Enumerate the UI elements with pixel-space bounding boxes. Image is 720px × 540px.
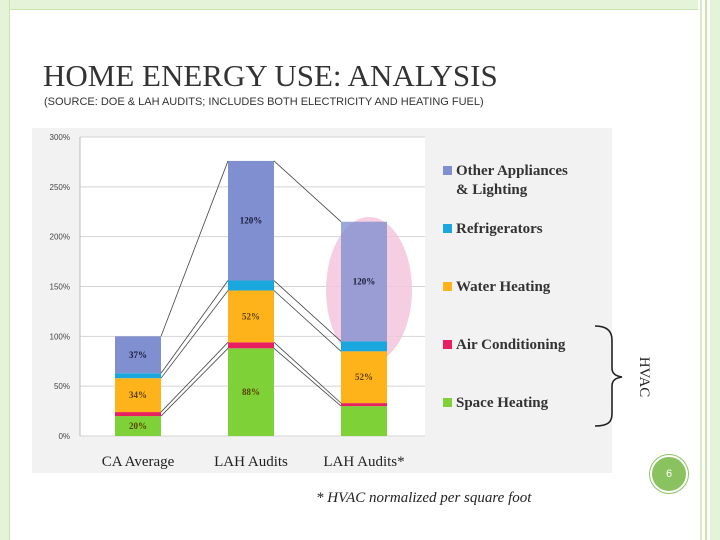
series-connector <box>273 280 342 342</box>
series-connector <box>273 290 342 352</box>
legend-label: Air Conditioning <box>456 337 566 353</box>
y-tick-label: 100% <box>50 332 70 341</box>
slide-title: HOME ENERGY USE: ANALYSIS <box>43 58 498 93</box>
bar-segment <box>228 290 274 343</box>
data-label: 120% <box>353 277 376 287</box>
series-connector <box>273 160 342 223</box>
data-label: 34% <box>129 390 147 400</box>
x-tick-label: LAH Audits* <box>323 454 404 470</box>
legend-label: Refrigerators <box>456 221 543 237</box>
data-label: 37% <box>129 350 147 360</box>
bar-segment <box>115 336 161 374</box>
bar-segment <box>115 416 161 436</box>
bar-segment <box>228 280 274 291</box>
bar-segment <box>228 348 274 436</box>
bar-segment <box>341 403 387 407</box>
data-label: 52% <box>355 372 373 382</box>
hvac-bracket <box>594 325 623 427</box>
page-number-badge: 6 <box>650 455 688 493</box>
series-connector <box>273 342 342 404</box>
legend-swatch <box>443 224 452 233</box>
bar-segment <box>341 221 387 342</box>
legend-label: Water Heating <box>456 279 551 295</box>
slide-frame-left <box>0 0 10 540</box>
slide-subtitle: (SOURCE: DOE & LAH AUDITS; INCLUDES BOTH… <box>44 96 484 108</box>
y-tick-label: 300% <box>50 133 70 142</box>
legend-swatch <box>443 166 452 175</box>
data-label: 52% <box>242 311 260 321</box>
legend-swatch <box>443 340 452 349</box>
bar-segment <box>341 406 387 436</box>
bar-segment <box>228 160 274 281</box>
legend-label: Space Heating <box>456 395 549 411</box>
data-label: 20% <box>129 421 147 431</box>
data-label: 88% <box>242 387 260 397</box>
slide-frame-top <box>0 0 720 10</box>
y-tick-label: 50% <box>54 382 70 391</box>
bar-segment <box>115 412 161 417</box>
series-connector <box>160 290 229 379</box>
y-tick-label: 150% <box>50 283 70 292</box>
series-connector <box>160 348 229 417</box>
bar-segment <box>228 342 274 349</box>
y-tick-label: 200% <box>50 233 70 242</box>
y-tick-label: 0% <box>58 432 70 441</box>
legend-label: & Lighting <box>456 182 528 198</box>
slide-frame-right <box>698 0 720 540</box>
legend-swatch <box>443 398 452 407</box>
data-label: 120% <box>240 216 263 226</box>
legend-swatch <box>443 282 452 291</box>
bar-segment <box>115 378 161 413</box>
hvac-bracket-label: HVAC <box>636 357 652 398</box>
series-connector <box>160 342 229 413</box>
footnote: * HVAC normalized per square foot <box>316 490 532 506</box>
series-connector <box>160 280 229 374</box>
legend-label: Other Appliances <box>456 163 568 179</box>
bar-segment <box>115 373 161 379</box>
bar-segment <box>341 341 387 352</box>
y-tick-label: 250% <box>50 183 70 192</box>
x-tick-label: CA Average <box>102 454 175 470</box>
x-tick-label: LAH Audits <box>214 454 288 470</box>
series-connector <box>273 347 342 407</box>
series-connector <box>160 160 229 337</box>
bar-segment <box>341 351 387 404</box>
